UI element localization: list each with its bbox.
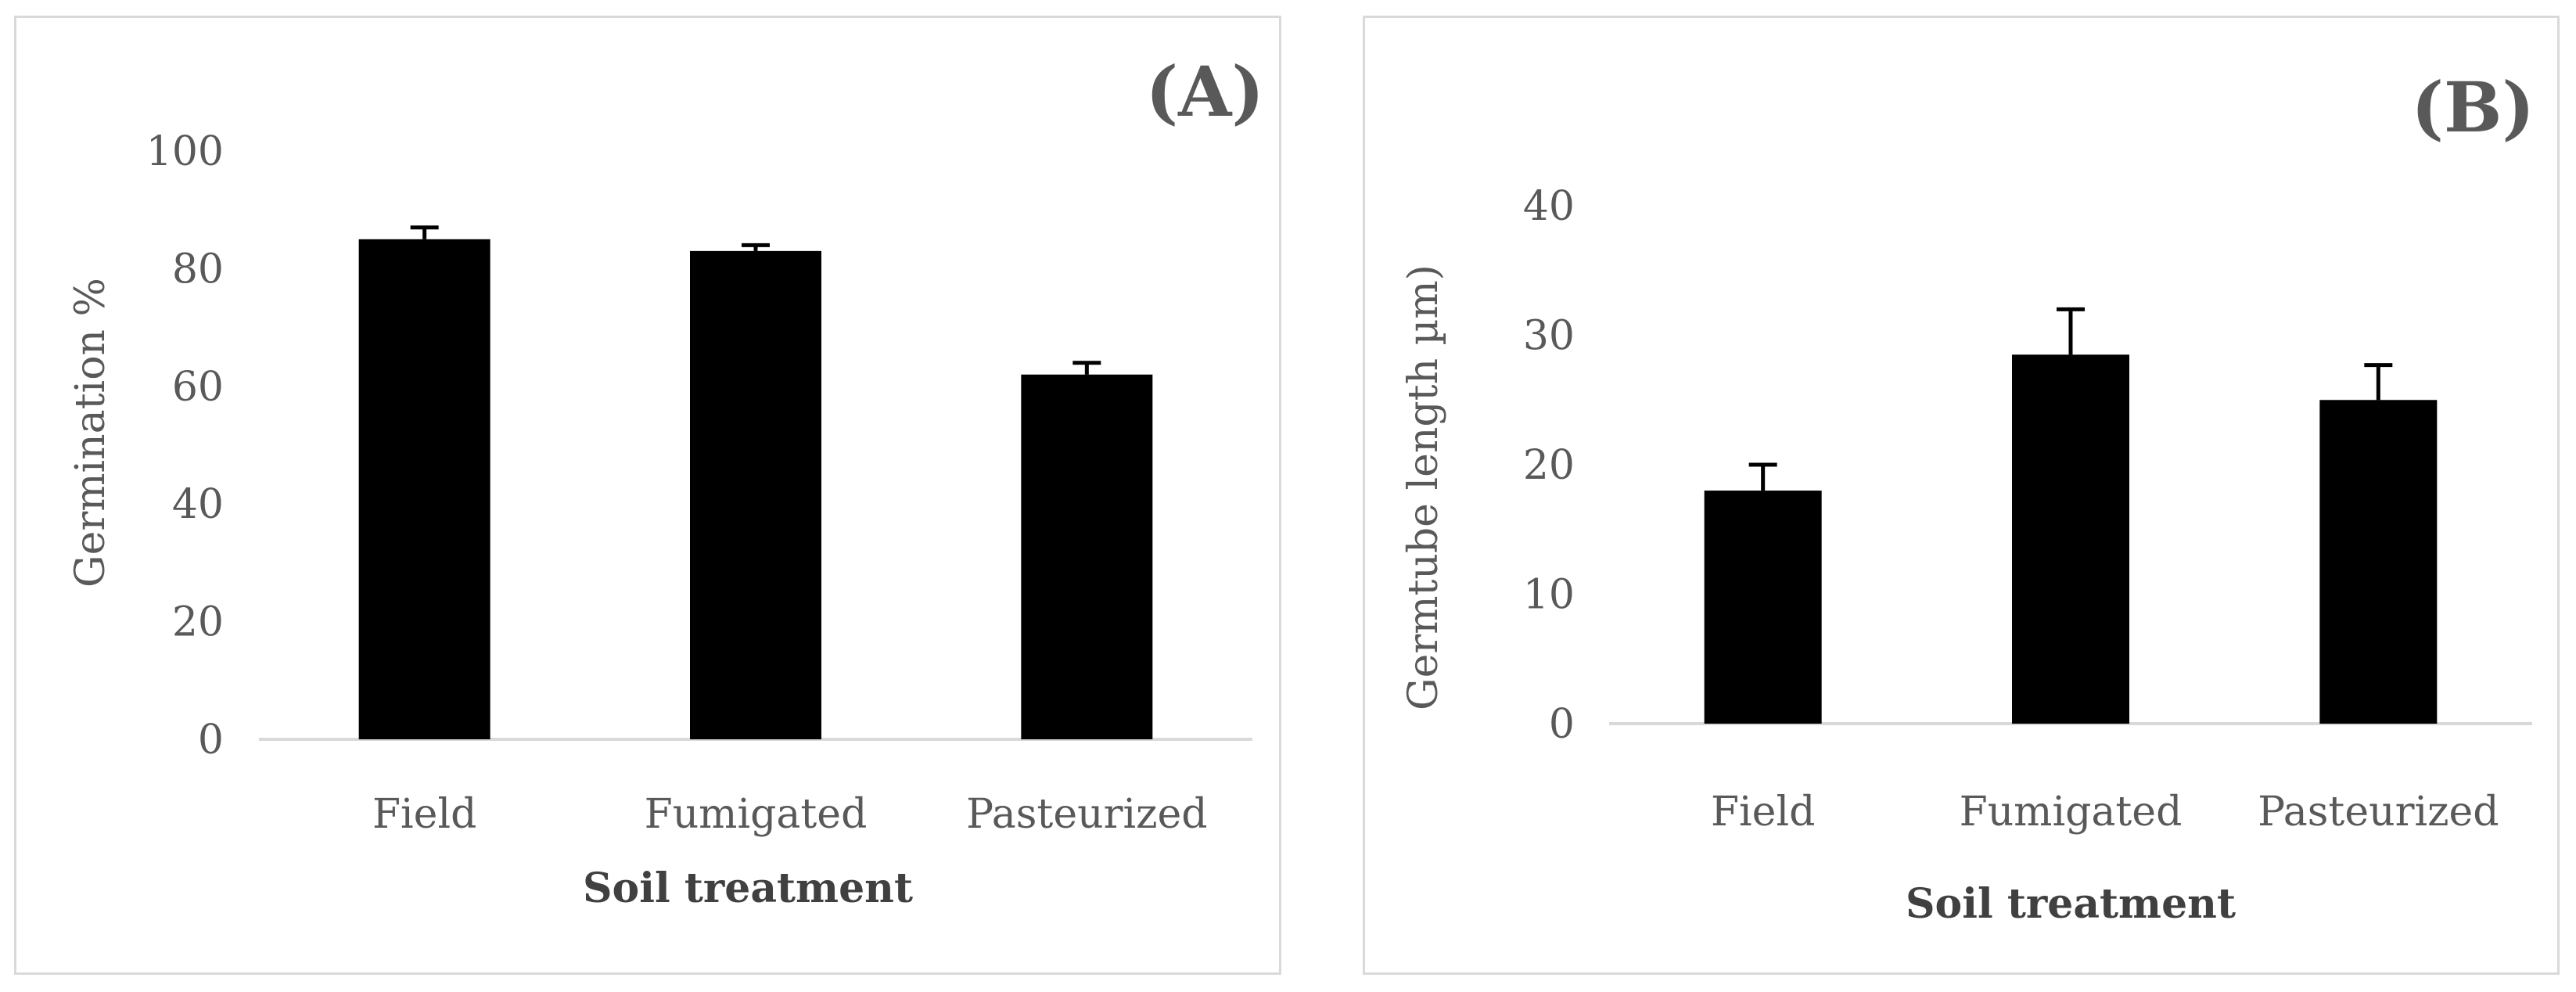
chart-a-panel-label: (A) bbox=[1145, 51, 1264, 132]
chart-b-bar bbox=[2319, 400, 2438, 724]
chart-b-xlabel: Soil treatment bbox=[1906, 880, 2236, 928]
chart-b-panel-label: (B) bbox=[2411, 66, 2535, 148]
chart-a-ylabel: Germination % bbox=[67, 278, 114, 588]
chart-a-xtick-label: Fumigated bbox=[645, 791, 868, 838]
chart-a-ytick-label: 80 bbox=[172, 246, 224, 293]
chart-b-xtick-label: Pasteurized bbox=[2258, 789, 2499, 836]
chart-b-svg: (B) Germtube length µm) 0 10 20 30 40 Field F… bbox=[1400, 66, 2535, 928]
chart-panel-b: (B) Germtube length µm) 0 10 20 30 40 Field F… bbox=[1363, 16, 2560, 975]
chart-a-xtick-label: Pasteurized bbox=[966, 791, 1207, 838]
chart-b-ytick-label: 30 bbox=[1523, 313, 1575, 360]
chart-a-ytick-label: 40 bbox=[172, 481, 224, 528]
chart-a-bar bbox=[690, 250, 821, 740]
chart-panel-a: (A) Germination % 0 20 40 60 80 100 Field Fumi… bbox=[14, 16, 1281, 975]
chart-a-xlabel: Soil treatment bbox=[583, 864, 913, 912]
chart-a-ytick-label: 0 bbox=[198, 717, 224, 764]
chart-a-svg: (A) Germination % 0 20 40 60 80 100 Field Fumi… bbox=[67, 51, 1264, 912]
chart-b-ytick-label: 40 bbox=[1523, 183, 1575, 230]
chart-b-ytick-label: 0 bbox=[1549, 701, 1575, 748]
chart-b-ylabel: Germtube length µm) bbox=[1400, 264, 1447, 710]
chart-a-bar bbox=[358, 239, 490, 739]
chart-a-ytick-label: 20 bbox=[172, 599, 224, 646]
chart-b-ytick-label: 10 bbox=[1523, 572, 1575, 619]
chart-b-bar bbox=[2012, 354, 2129, 724]
chart-b-ytick-label: 20 bbox=[1523, 442, 1575, 489]
chart-a-bar bbox=[1021, 374, 1153, 739]
chart-a-xtick-label: Field bbox=[372, 791, 476, 838]
chart-a-ytick-label: 100 bbox=[146, 128, 224, 175]
chart-b-xtick-label: Fumigated bbox=[1960, 789, 2183, 836]
chart-a-ytick-label: 60 bbox=[172, 364, 224, 411]
chart-b-xtick-label: Field bbox=[1711, 789, 1815, 836]
chart-b-bar bbox=[1704, 491, 1822, 724]
